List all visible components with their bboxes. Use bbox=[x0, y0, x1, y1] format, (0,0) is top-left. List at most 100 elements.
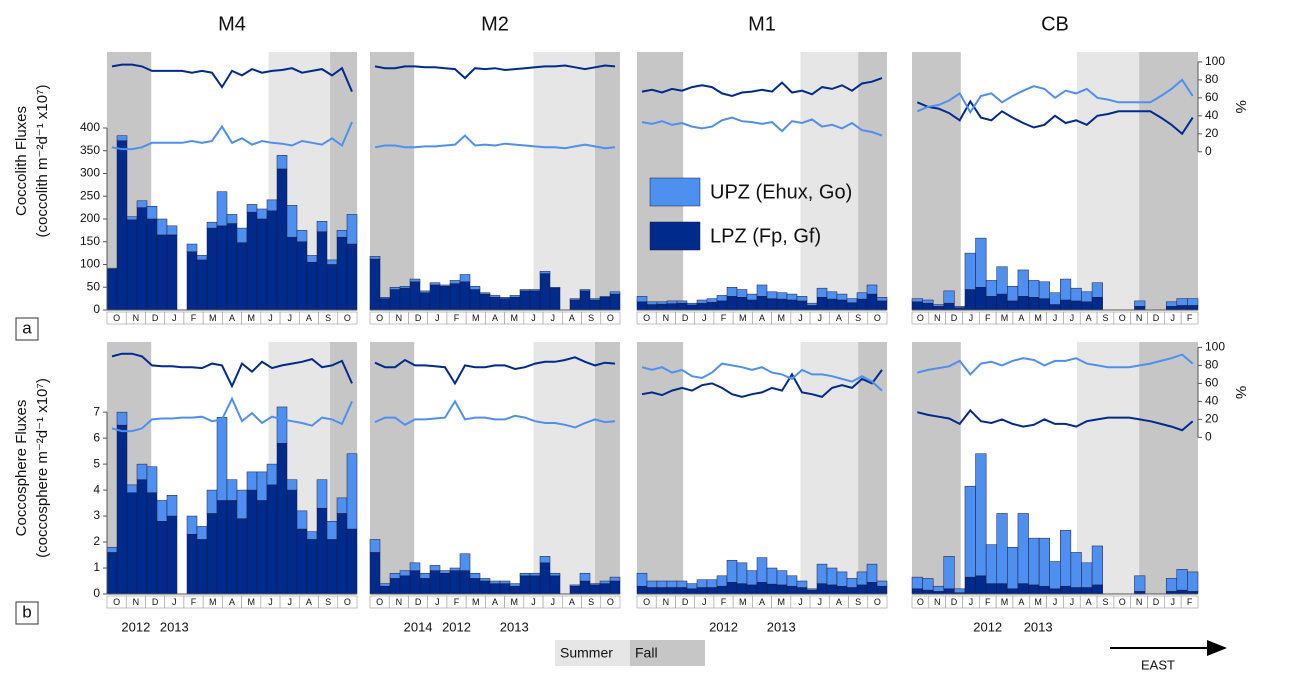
bar-segment bbox=[276, 168, 288, 311]
bar-segment bbox=[846, 578, 858, 588]
bar-segment bbox=[666, 587, 678, 595]
month-label: M bbox=[777, 597, 785, 607]
bar-segment bbox=[429, 565, 441, 571]
bar-segment bbox=[796, 296, 808, 302]
bar-segment bbox=[326, 521, 338, 540]
bar-segment bbox=[439, 284, 451, 287]
month-label: N bbox=[1136, 313, 1143, 323]
bar-segment bbox=[964, 289, 976, 311]
month-label: O bbox=[344, 313, 351, 323]
bar-segment bbox=[696, 579, 708, 588]
bar-segment bbox=[489, 583, 501, 595]
bar-segment bbox=[736, 583, 748, 595]
bar-segment bbox=[836, 571, 848, 587]
month-label: O bbox=[113, 597, 120, 607]
bar-segment bbox=[156, 521, 168, 595]
bar-segment bbox=[1060, 585, 1072, 595]
month-label: M bbox=[739, 597, 747, 607]
bar-segment bbox=[379, 585, 391, 595]
month-label: A bbox=[1018, 313, 1024, 323]
bar-segment bbox=[826, 567, 838, 586]
year-label: 2012 bbox=[442, 619, 471, 634]
bar-segment bbox=[856, 298, 868, 311]
bar-segment bbox=[1081, 587, 1093, 595]
bar-segment bbox=[776, 584, 788, 595]
bar-segment bbox=[716, 585, 728, 595]
bar-segment bbox=[646, 587, 658, 595]
bar-segment bbox=[726, 296, 738, 311]
panel-label: b bbox=[22, 602, 31, 621]
bar-segment bbox=[246, 471, 258, 491]
season-shade bbox=[800, 52, 859, 310]
bar-segment bbox=[816, 563, 828, 584]
bar-segment bbox=[1028, 280, 1040, 298]
y-tick-label: 150 bbox=[80, 234, 100, 248]
bar-segment bbox=[599, 580, 611, 584]
month-label: D bbox=[152, 597, 159, 607]
bar-segment bbox=[964, 576, 976, 595]
bar-segment bbox=[369, 539, 381, 553]
bar-segment bbox=[932, 585, 945, 592]
y-tick-label: 100 bbox=[80, 257, 100, 271]
y2-tick-label: 60 bbox=[1205, 376, 1219, 390]
bar-segment bbox=[796, 300, 808, 311]
month-label: A bbox=[229, 597, 235, 607]
month-label: F bbox=[1187, 597, 1193, 607]
bar-segment bbox=[609, 291, 621, 295]
season-swatch bbox=[630, 640, 705, 666]
month-label: O bbox=[376, 597, 383, 607]
bar-segment bbox=[166, 495, 178, 517]
month-label: O bbox=[643, 597, 650, 607]
bar-segment bbox=[676, 300, 688, 304]
bar-segment bbox=[706, 302, 718, 311]
bar-segment bbox=[1007, 300, 1019, 311]
bar-segment bbox=[479, 292, 491, 295]
bar-segment bbox=[656, 587, 668, 595]
bar-segment bbox=[529, 290, 541, 311]
bar-segment bbox=[499, 583, 511, 595]
bar-segment bbox=[599, 296, 611, 298]
y2-tick-label: 0 bbox=[1205, 430, 1212, 444]
bar-segment bbox=[1187, 571, 1199, 592]
bar-segment bbox=[776, 570, 788, 586]
bar-segment bbox=[489, 297, 501, 311]
bar-segment bbox=[1134, 306, 1146, 311]
month-label: J bbox=[172, 313, 177, 323]
bar-segment bbox=[876, 580, 888, 587]
percent-line bbox=[641, 116, 883, 137]
bar-segment bbox=[876, 585, 888, 595]
month-label: J bbox=[531, 313, 536, 323]
month-label: M bbox=[1034, 313, 1042, 323]
bar-segment bbox=[846, 298, 858, 303]
bar-segment bbox=[206, 513, 218, 595]
bar-segment bbox=[296, 510, 308, 530]
month-box bbox=[600, 311, 621, 325]
season-shade bbox=[1139, 342, 1198, 594]
bar-segment bbox=[246, 211, 258, 311]
bar-segment bbox=[116, 140, 128, 311]
bar-segment bbox=[399, 287, 411, 311]
bar-segment bbox=[136, 207, 148, 311]
bar-segment bbox=[746, 584, 758, 595]
bar-segment bbox=[126, 484, 138, 493]
bar-segment bbox=[996, 293, 1008, 311]
bar-segment bbox=[726, 582, 738, 595]
percent-line bbox=[641, 369, 883, 399]
bar-segment bbox=[369, 258, 381, 311]
bar-segment bbox=[1017, 269, 1029, 297]
bar-segment bbox=[996, 583, 1008, 595]
bar-segment bbox=[156, 234, 168, 311]
month-label: N bbox=[663, 313, 670, 323]
bar-segment bbox=[216, 191, 228, 227]
season-label: Fall bbox=[635, 645, 658, 661]
bar-segment bbox=[216, 500, 228, 595]
bar-segment bbox=[529, 572, 541, 577]
bar-segment bbox=[676, 302, 688, 311]
bar-segment bbox=[1081, 562, 1093, 588]
bar-segment bbox=[539, 556, 551, 564]
bar-segment bbox=[589, 299, 601, 311]
month-label: S bbox=[325, 313, 331, 323]
month-label: A bbox=[1086, 597, 1092, 607]
bar-segment bbox=[579, 572, 591, 582]
bar-segment bbox=[686, 302, 698, 306]
